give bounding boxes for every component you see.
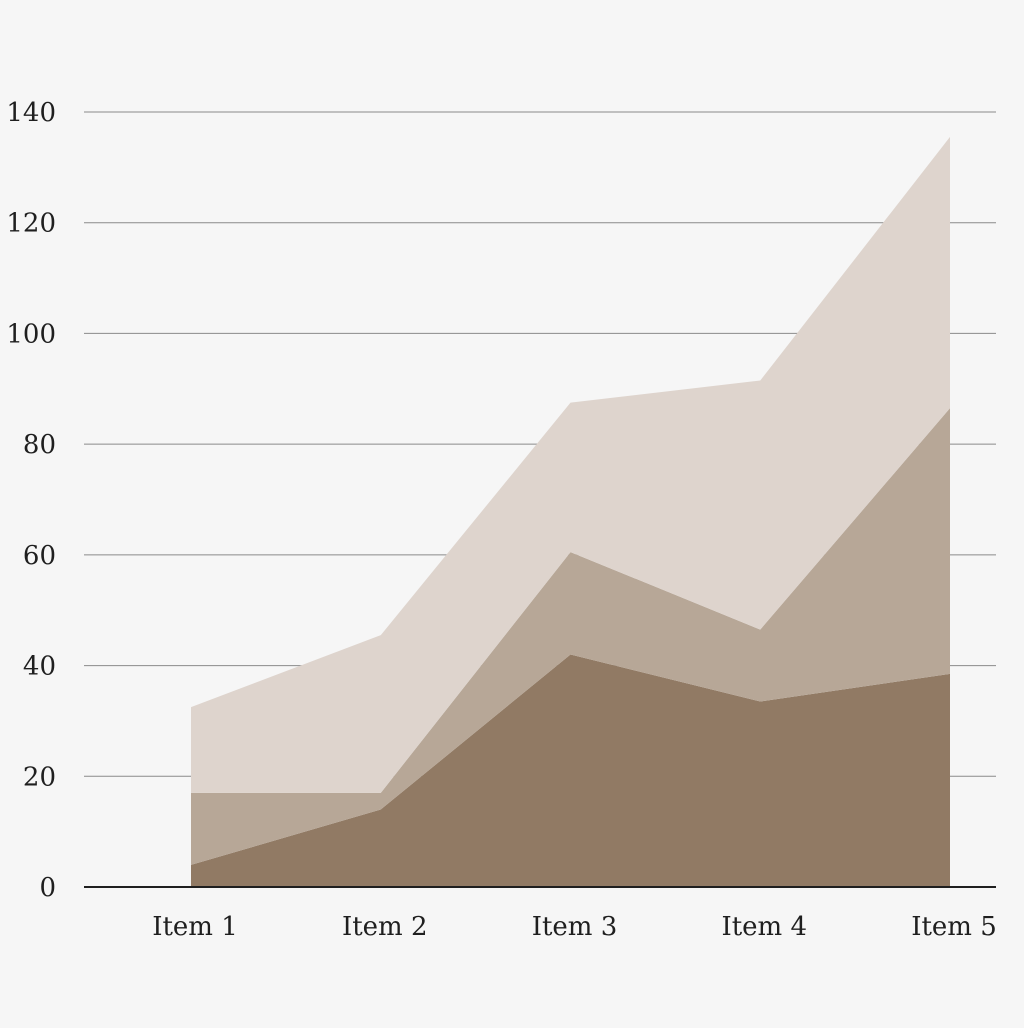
area-series — [191, 136, 950, 887]
x-tick-label-2: Item 2 — [342, 912, 428, 942]
y-tick-label-40: 40 — [23, 652, 56, 682]
x-tick-label-1: Item 1 — [152, 912, 238, 942]
y-tick-label-100: 100 — [6, 319, 56, 349]
y-tick-label-120: 120 — [6, 209, 56, 239]
x-tick-labels: Item 1 Item 2 Item 3 Item 4 Item 5 — [152, 912, 997, 942]
area-series-3 — [191, 136, 950, 793]
y-tick-label-60: 60 — [23, 541, 56, 571]
y-tick-label-140: 140 — [6, 98, 56, 128]
area-series-2 — [191, 408, 950, 865]
area-series-1 — [191, 654, 950, 887]
y-tick-label-80: 80 — [23, 430, 56, 460]
x-tick-label-5: Item 5 — [911, 912, 997, 942]
y-tick-label-20: 20 — [23, 762, 56, 792]
x-tick-label-3: Item 3 — [532, 912, 618, 942]
y-tick-labels: 0 20 40 60 80 100 120 140 — [6, 98, 56, 903]
x-tick-label-4: Item 4 — [721, 912, 807, 942]
y-tick-label-0: 0 — [39, 873, 56, 903]
